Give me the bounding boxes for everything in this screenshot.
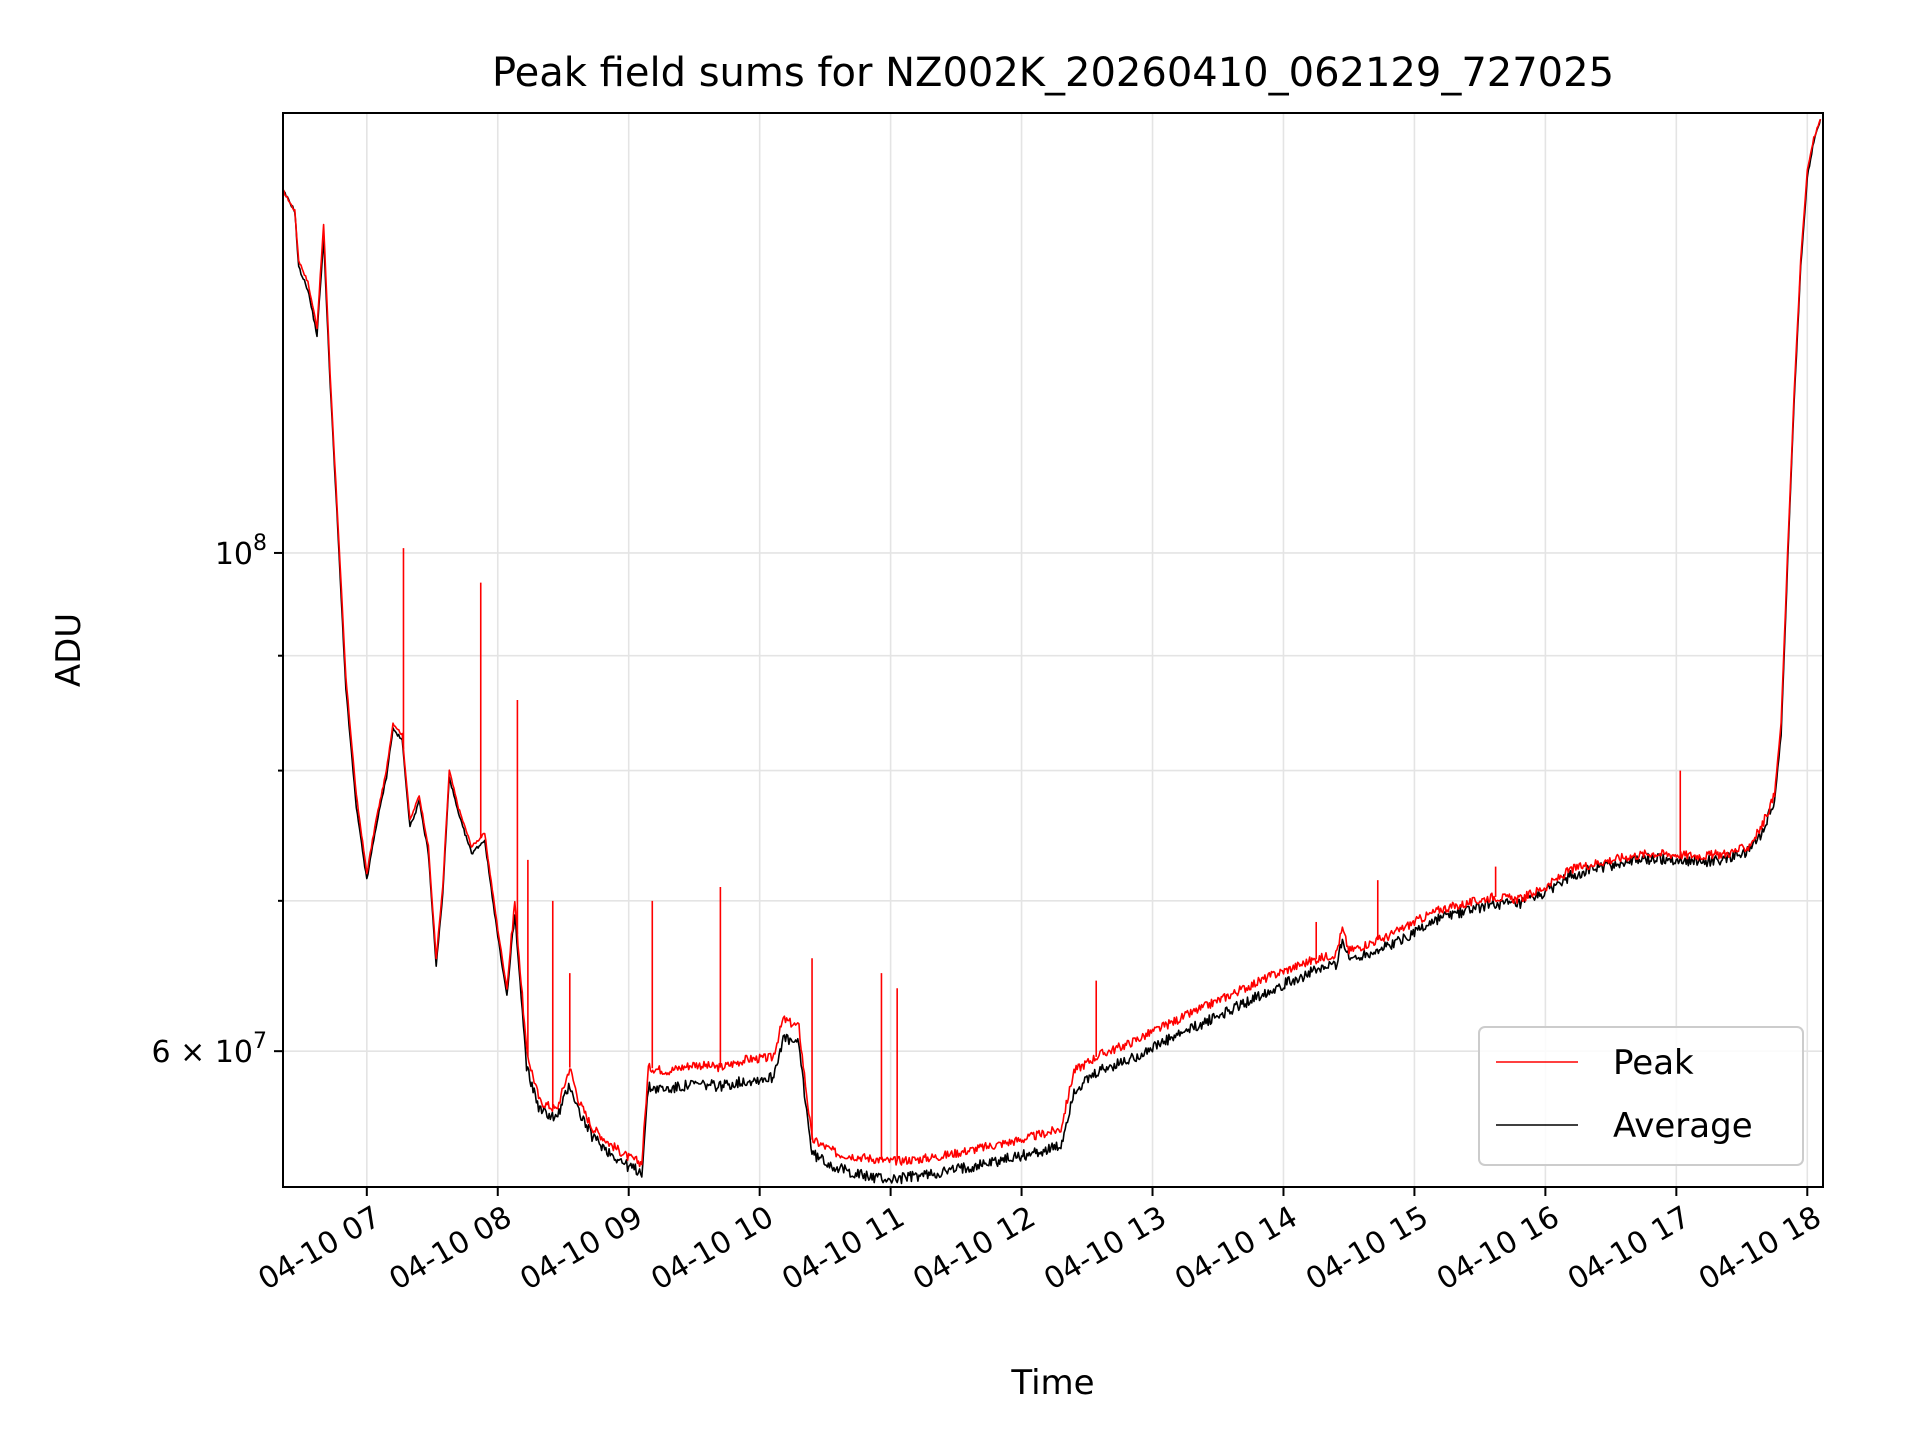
- y-tick-label: 6 × 107: [152, 1029, 267, 1070]
- legend-label-peak: Peak: [1613, 1043, 1694, 1083]
- plot-frame: [282, 112, 1824, 1188]
- chart-title: Peak field sums for NZ002K_20260410_0621…: [492, 50, 1614, 96]
- series-layer: [282, 118, 1822, 1185]
- series-line-peak: [282, 118, 1822, 1168]
- y-axis-label: ADU: [49, 613, 89, 687]
- x-axis-label: Time: [1010, 1363, 1094, 1403]
- legend-label-average: Average: [1613, 1106, 1753, 1146]
- y-tick-label: 108: [215, 531, 267, 572]
- legend: Peak Average: [1478, 1026, 1804, 1166]
